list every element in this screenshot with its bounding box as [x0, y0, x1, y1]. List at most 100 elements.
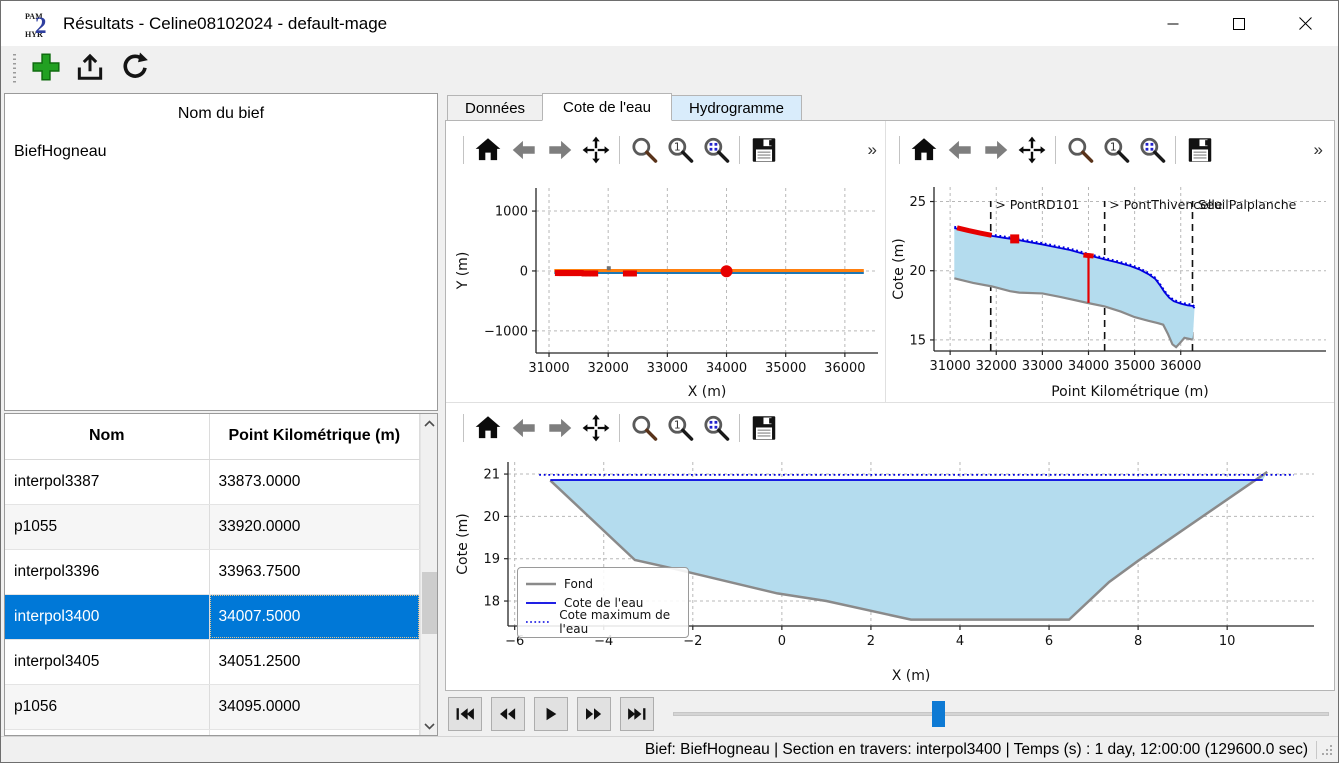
back-icon[interactable] [944, 135, 975, 166]
forward-icon[interactable] [544, 135, 575, 166]
table-row[interactable]: interpol3400 34007.5000 [5, 594, 420, 640]
scroll-down-arrow-icon[interactable] [421, 717, 437, 735]
table-row[interactable]: interpol3396 33963.7500 [5, 549, 420, 595]
table-row[interactable]: interpol3405 34051.2500 [5, 639, 420, 685]
toolbar-overflow-button[interactable]: » [867, 140, 878, 159]
column-header[interactable]: Nom [5, 414, 210, 460]
plot-divider-horizontal [446, 402, 1334, 403]
pan-icon[interactable] [580, 413, 611, 444]
home-icon[interactable] [472, 135, 503, 166]
toolbar-separator [463, 414, 464, 442]
svg-text:32000: 32000 [588, 361, 629, 376]
table-row[interactable]: p1056 34095.0000 [5, 684, 420, 730]
fast-forward-button[interactable] [577, 696, 611, 731]
legend-entry: Cote maximum de l'eau [526, 608, 680, 636]
zoom-rect-icon[interactable] [700, 413, 731, 444]
save-icon[interactable] [1184, 135, 1215, 166]
svg-text:1: 1 [673, 419, 680, 432]
resize-grip[interactable] [1320, 743, 1334, 757]
zoom-one-icon[interactable]: 1 [1100, 135, 1131, 166]
legend-line-sample [526, 620, 552, 623]
tab-donn-es[interactable]: Données [447, 95, 544, 120]
plan-view-canvas[interactable]: 31000 32000 33000 34000 35000 36000 −1000 0 1000… [452, 174, 886, 402]
zoom-one-icon[interactable]: 1 [664, 135, 695, 166]
svg-text:1: 1 [673, 141, 680, 154]
back-icon[interactable] [508, 413, 539, 444]
svg-text:2: 2 [35, 13, 47, 38]
svg-text:Point Kilométrique (m): Point Kilométrique (m) [1051, 384, 1209, 400]
pan-icon[interactable] [580, 135, 611, 166]
svg-text:> PontThivencelle: > PontThivencelle [1109, 197, 1223, 212]
status-separator [1316, 740, 1317, 759]
main-area: Nom du bief BiefHogneau Nom Point Kilomét… [1, 91, 1338, 736]
profil-long-canvas[interactable]: 31000 32000 33000 34000 35000 36000 15 20 25 Poin… [888, 174, 1332, 402]
pan-icon[interactable] [1016, 135, 1047, 166]
svg-text:0: 0 [778, 634, 786, 649]
svg-text:25: 25 [909, 195, 926, 210]
skip-start-button[interactable] [448, 696, 482, 731]
svg-text:10: 10 [1219, 634, 1236, 649]
svg-text:SeuilPalplanche: SeuilPalplanche [1198, 197, 1296, 212]
toolbar-overflow-button[interactable]: » [1313, 140, 1324, 159]
minimize-button[interactable] [1140, 1, 1206, 46]
refresh-button[interactable] [116, 51, 152, 87]
skip-end-icon [628, 707, 646, 720]
toolbar-drag-handle[interactable] [13, 53, 16, 84]
scrollbar-thumb[interactable] [422, 572, 437, 634]
rewind-button[interactable] [491, 696, 525, 731]
table-column-divider [209, 730, 210, 735]
window-title: Résultats - Celine08102024 - default-mag… [63, 13, 388, 33]
legend-line-sample [526, 582, 556, 585]
maximize-button[interactable] [1206, 1, 1272, 46]
home-icon[interactable] [908, 135, 939, 166]
skip-end-button[interactable] [620, 696, 654, 731]
forward-icon[interactable] [980, 135, 1011, 166]
tab-cote-de-l-eau[interactable]: Cote de l'eau [542, 93, 672, 121]
plus-icon [30, 51, 62, 86]
zoom-icon[interactable] [628, 413, 659, 444]
zoom-rect-icon[interactable] [700, 135, 731, 166]
slider-thumb[interactable] [932, 700, 946, 727]
save-icon[interactable] [748, 413, 779, 444]
sections-table: Nom Point Kilométrique (m) interpol3387 33… [5, 414, 420, 735]
forward-icon[interactable] [544, 413, 575, 444]
svg-text:35000: 35000 [765, 361, 806, 376]
toolbar-separator [1175, 136, 1176, 164]
svg-text:Cote (m): Cote (m) [455, 513, 471, 574]
column-header[interactable]: Point Kilométrique (m) [209, 414, 420, 460]
play-button[interactable] [534, 696, 568, 731]
home-icon[interactable] [472, 413, 503, 444]
zoom-rect-icon[interactable] [1136, 135, 1167, 166]
svg-text:X (m): X (m) [892, 668, 931, 684]
mpl-toolbar-profil: 1» [888, 126, 1332, 174]
time-slider[interactable] [673, 697, 1329, 731]
tab-hydrogramme[interactable]: Hydrogramme [670, 95, 803, 120]
zoom-icon[interactable] [1064, 135, 1095, 166]
legend-label: Cote de l'eau [564, 595, 644, 610]
table-scrollbar[interactable] [420, 414, 437, 735]
table-header-row[interactable]: Nom Point Kilométrique (m) [5, 414, 420, 460]
toolbar-separator [739, 414, 740, 442]
main-toolbar [1, 46, 1338, 91]
table-row[interactable]: p1055 33920.0000 [5, 504, 420, 550]
slider-track[interactable] [673, 711, 1329, 716]
results-content: 1» 31000 32000 33000 34000 35000 36000 −1000 0 1… [445, 120, 1335, 691]
zoom-icon[interactable] [628, 135, 659, 166]
export-button[interactable] [72, 51, 108, 87]
svg-text:6: 6 [1045, 634, 1053, 649]
zoom-one-icon[interactable]: 1 [664, 413, 695, 444]
bief-list-item[interactable]: BiefHogneau [14, 143, 107, 160]
refresh-icon [118, 51, 150, 86]
back-icon[interactable] [508, 135, 539, 166]
svg-text:34000: 34000 [706, 361, 747, 376]
scroll-up-arrow-icon[interactable] [421, 414, 437, 432]
close-button[interactable] [1272, 1, 1338, 46]
save-icon[interactable] [748, 135, 779, 166]
svg-text:34000: 34000 [1068, 359, 1109, 374]
table-row[interactable]: interpol3387 33873.0000 [5, 459, 420, 505]
left-column: Nom du bief BiefHogneau Nom Point Kilomét… [4, 92, 438, 736]
title-bar: PAM HYR 2 Résultats - Celine08102024 - d… [1, 1, 1338, 46]
add-button[interactable] [28, 51, 64, 87]
